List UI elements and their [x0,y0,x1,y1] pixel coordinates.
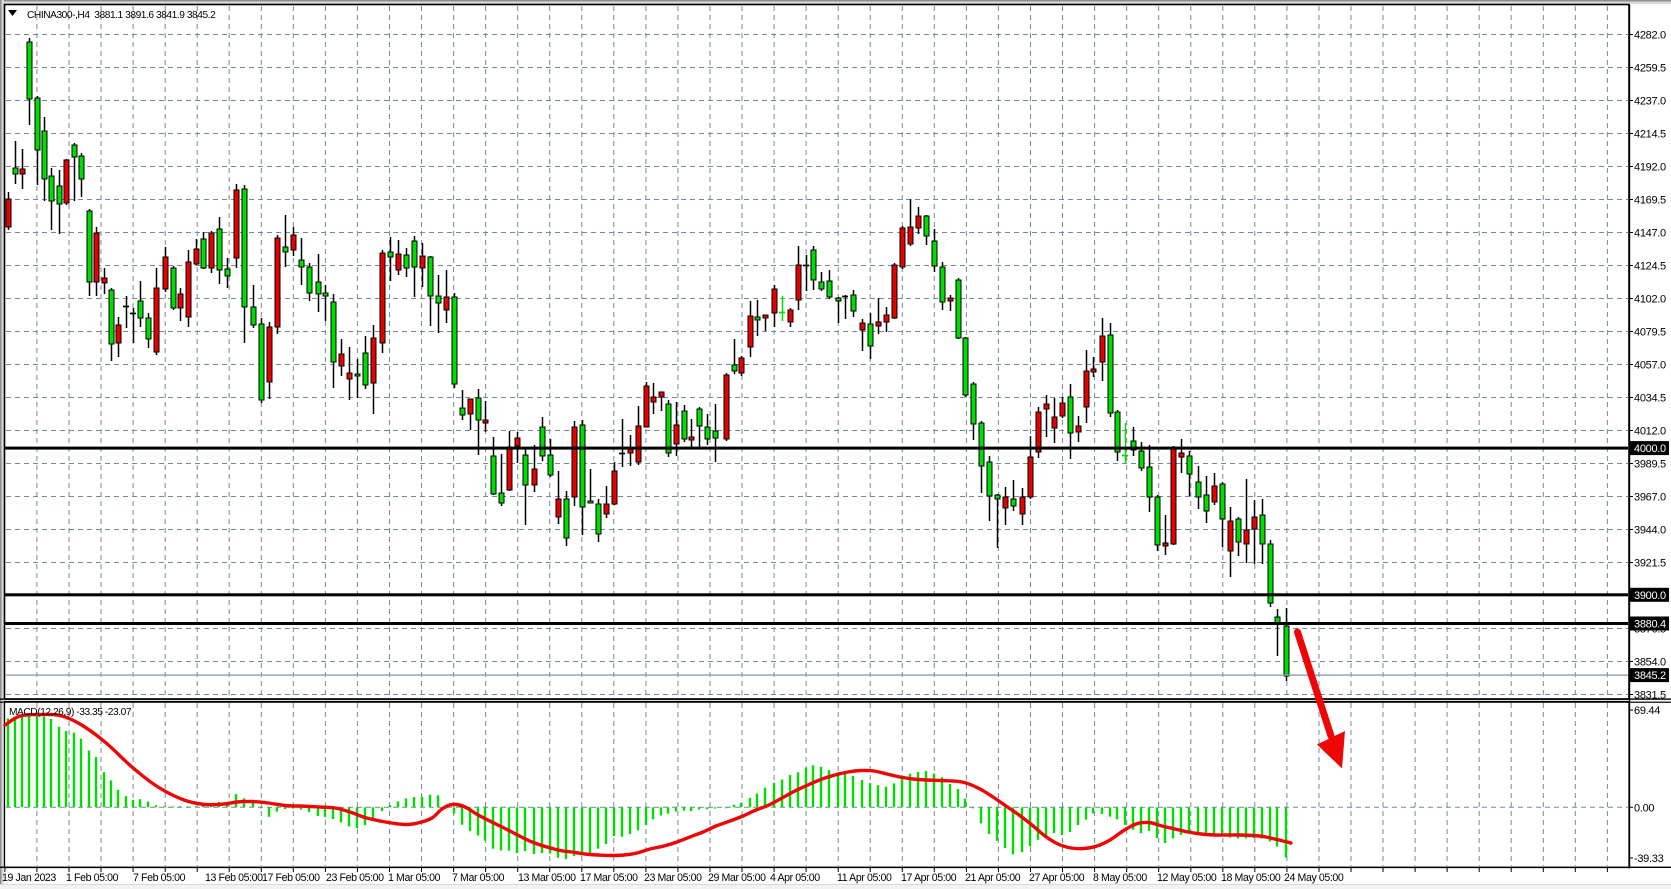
svg-text:3944.0: 3944.0 [1634,525,1666,537]
svg-text:11 Apr 05:00: 11 Apr 05:00 [837,872,892,884]
svg-text:3854.0: 3854.0 [1634,657,1666,669]
svg-text:12 May 05:00: 12 May 05:00 [1157,872,1217,884]
svg-text:4169.5: 4169.5 [1634,195,1666,207]
svg-text:7 Feb 05:00: 7 Feb 05:00 [133,872,186,884]
svg-text:3900.0: 3900.0 [1634,590,1666,602]
svg-text:18 May 05:00: 18 May 05:00 [1221,872,1281,884]
svg-text:1 Mar 05:00: 1 Mar 05:00 [388,872,441,884]
svg-text:29 Mar 05:00: 29 Mar 05:00 [708,872,766,884]
svg-text:17 Apr 05:00: 17 Apr 05:00 [901,872,957,884]
svg-text:3880.4: 3880.4 [1634,619,1666,631]
svg-text:1 Feb 05:00: 1 Feb 05:00 [66,872,119,884]
svg-text:4147.0: 4147.0 [1634,228,1666,240]
svg-text:4259.5: 4259.5 [1634,63,1666,75]
svg-text:4000.0: 4000.0 [1634,443,1666,455]
svg-text:13 Feb 05:00: 13 Feb 05:00 [205,872,263,884]
svg-text:17 Mar 05:00: 17 Mar 05:00 [580,872,638,884]
svg-text:4124.5: 4124.5 [1634,261,1666,273]
svg-text:4282.0: 4282.0 [1634,30,1666,42]
svg-text:3989.5: 3989.5 [1634,459,1666,471]
svg-text:4057.0: 4057.0 [1634,360,1666,372]
svg-text:4079.5: 4079.5 [1634,327,1666,339]
svg-text:4102.0: 4102.0 [1634,294,1666,306]
svg-text:23 Feb 05:00: 23 Feb 05:00 [326,872,384,884]
svg-text:3831.5: 3831.5 [1634,690,1666,702]
svg-text:8 May 05:00: 8 May 05:00 [1093,872,1147,884]
svg-text:69.44: 69.44 [1634,705,1660,717]
svg-text:27 Apr 05:00: 27 Apr 05:00 [1029,872,1085,884]
svg-text:4214.5: 4214.5 [1634,129,1666,141]
svg-text:21 Apr 05:00: 21 Apr 05:00 [965,872,1021,884]
svg-text:3967.0: 3967.0 [1634,492,1666,504]
svg-text:4 Apr 05:00: 4 Apr 05:00 [770,872,820,884]
svg-text:7 Mar 05:00: 7 Mar 05:00 [452,872,505,884]
svg-text:17 Feb 05:00: 17 Feb 05:00 [262,872,320,884]
svg-text:19 Jan 2023: 19 Jan 2023 [2,872,56,884]
svg-text:4192.0: 4192.0 [1634,162,1666,174]
svg-text:3921.5: 3921.5 [1634,558,1666,570]
svg-text:-39.33: -39.33 [1634,853,1664,865]
svg-text:4034.5: 4034.5 [1634,393,1666,405]
svg-text:13 Mar 05:00: 13 Mar 05:00 [518,872,576,884]
svg-text:23 Mar 05:00: 23 Mar 05:00 [644,872,702,884]
svg-text:4237.0: 4237.0 [1634,96,1666,108]
svg-text:CHINA300-,H4 3881.1 3891.6 38: CHINA300-,H4 3881.1 3891.6 3841.9 3845.2 [27,10,216,21]
svg-text:3845.2: 3845.2 [1634,670,1666,682]
svg-text:MACD(12,26,9) -33.35 -23.07: MACD(12,26,9) -33.35 -23.07 [9,707,132,718]
svg-text:0.00: 0.00 [1634,802,1654,814]
svg-text:24 May 05:00: 24 May 05:00 [1284,872,1344,884]
svg-text:4012.0: 4012.0 [1634,426,1666,438]
